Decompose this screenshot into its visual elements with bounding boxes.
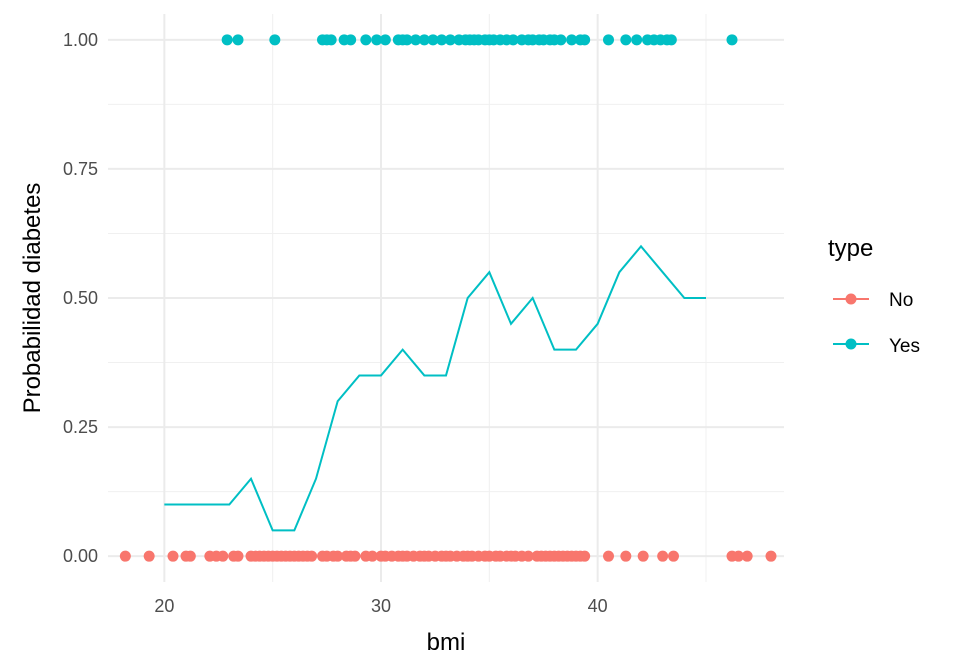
series-layer <box>119 34 777 562</box>
data-point-no <box>620 550 632 562</box>
data-point-no <box>332 550 344 562</box>
data-point-yes <box>665 34 677 46</box>
y-tick-label: 0.25 <box>63 417 98 437</box>
legend-item-no: No <box>833 290 913 311</box>
legend-key-point-no <box>845 293 857 305</box>
legend-key-point-yes <box>845 338 857 350</box>
data-point-no <box>119 550 131 562</box>
data-point-yes <box>418 34 430 46</box>
data-point-no <box>232 550 244 562</box>
data-point-yes <box>444 34 456 46</box>
data-point-yes <box>631 34 643 46</box>
data-point-yes <box>401 34 413 46</box>
data-point-no <box>306 550 318 562</box>
data-point-yes <box>371 34 383 46</box>
data-point-yes <box>603 34 614 46</box>
x-axis-ticks: 20 30 40 <box>154 596 607 616</box>
data-point-no <box>522 550 534 562</box>
y-axis-ticks: 0.00 0.25 0.50 0.75 1.00 <box>63 30 98 566</box>
data-point-no <box>657 550 669 562</box>
data-point-yes <box>379 34 391 46</box>
data-point-yes <box>579 34 591 46</box>
data-point-yes <box>269 34 281 46</box>
x-tick-label: 30 <box>371 596 391 616</box>
legend-title: type <box>828 235 873 262</box>
y-tick-label: 0.75 <box>63 159 98 179</box>
data-point-no <box>765 550 777 562</box>
data-point-yes <box>232 34 244 46</box>
data-point-no <box>668 550 679 562</box>
data-point-yes <box>360 34 372 46</box>
data-point-no <box>349 550 361 562</box>
x-tick-label: 20 <box>154 596 174 616</box>
legend-label-yes: Yes <box>889 336 920 357</box>
data-point-no <box>217 550 229 562</box>
data-point-yes <box>620 34 632 46</box>
data-point-no <box>143 550 155 562</box>
probability-line <box>164 244 706 532</box>
data-point-yes <box>410 34 422 46</box>
data-point-no <box>733 550 744 562</box>
data-point-yes <box>507 34 519 46</box>
data-point-yes <box>427 34 439 46</box>
data-point-yes <box>436 34 448 46</box>
legend: type No Yes <box>828 235 920 357</box>
data-point-no <box>603 550 614 562</box>
data-point-yes <box>345 34 357 46</box>
major-gridlines <box>108 14 784 582</box>
legend-label-no: No <box>889 290 913 311</box>
x-axis-title: bmi <box>427 629 466 656</box>
y-axis-title: Probabilidad diabetes <box>19 183 46 414</box>
y-tick-label: 0.50 <box>63 288 98 308</box>
y-tick-label: 0.00 <box>63 546 98 566</box>
data-point-yes <box>726 34 738 46</box>
data-point-yes <box>325 34 337 46</box>
data-point-no <box>366 550 378 562</box>
data-point-no <box>167 550 179 562</box>
data-point-no <box>184 550 196 562</box>
minor-gridlines <box>108 14 784 582</box>
x-tick-label: 40 <box>588 596 608 616</box>
data-point-no <box>637 550 649 562</box>
data-point-no <box>741 550 753 562</box>
legend-item-yes: Yes <box>833 336 920 357</box>
data-point-no <box>579 550 591 562</box>
data-point-yes <box>566 34 578 46</box>
data-point-yes <box>221 34 233 46</box>
data-point-yes <box>555 34 567 46</box>
y-tick-label: 1.00 <box>63 30 98 50</box>
